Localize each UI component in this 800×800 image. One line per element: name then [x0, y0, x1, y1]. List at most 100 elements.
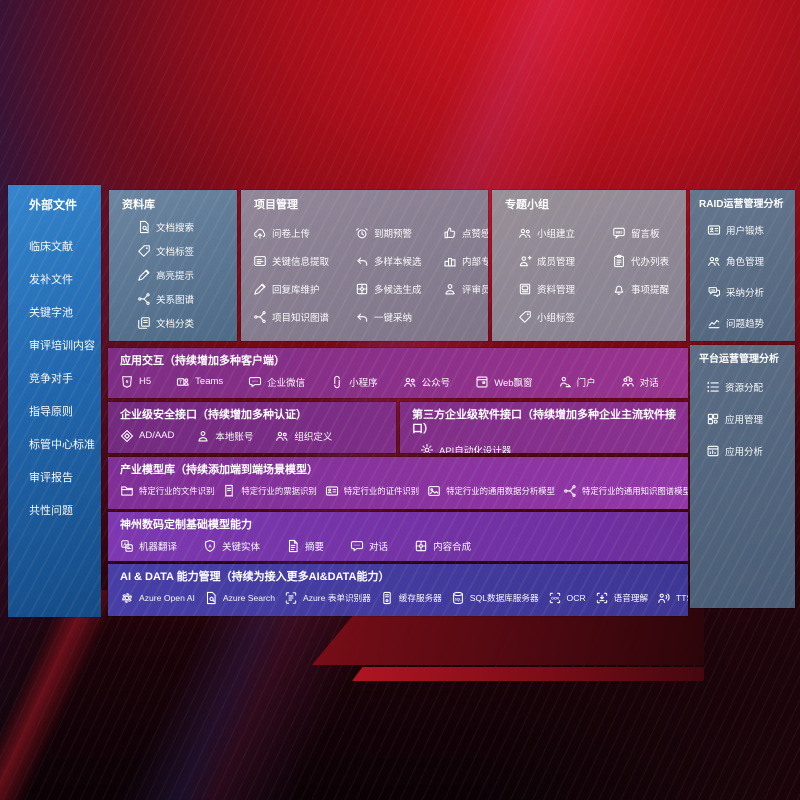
band-ai-data-management: AI & DATA 能力管理（持续为接入更多AI&DATA能力） Azure O…	[108, 564, 688, 616]
library-item-label: 文档搜索	[156, 222, 195, 234]
platform-item-label: 资源分配	[725, 382, 764, 394]
raid-item: QA 采纳分析	[707, 284, 795, 300]
ai-data-item-label: 缓存服务器	[398, 592, 442, 603]
interaction-item-label: 小程序	[349, 377, 378, 389]
platform-item: 应用分析	[706, 443, 795, 459]
raid-item: 用户锻炼	[707, 222, 795, 238]
pencil-icon	[253, 282, 267, 296]
group-item: BBS 留言板	[612, 225, 686, 241]
sidebar-item: 审评培训内容	[8, 334, 101, 355]
panel-title-topic-groups: 专题小组	[505, 199, 549, 211]
sidebar-item-label: 共性问题	[29, 504, 73, 517]
svg-text:SQL: SQL	[455, 597, 462, 601]
group-item: 资料管理	[518, 281, 612, 297]
sidebar-item-label: 关键字池	[29, 306, 73, 319]
project-item: 到期预警	[355, 225, 439, 241]
project-item: 多样本候选	[355, 253, 439, 269]
interaction-item-label: Teams	[195, 376, 224, 388]
industry-item: 特定行业的通用知识图谱模型	[563, 483, 688, 499]
group-item-label: 小组标签	[537, 312, 576, 324]
doc-search-icon	[204, 591, 218, 605]
ai-data-item: Azure Open AI	[120, 590, 195, 606]
svg-text:BBS: BBS	[616, 230, 623, 234]
window-chart-icon	[706, 444, 720, 458]
industry-item: 特定行业的证件识别	[325, 483, 419, 499]
group-item-label: 事项提醒	[631, 284, 670, 296]
panel-library: 资料库 文档搜索 文档标签 高亮提示 关系图谱 文档分类	[109, 190, 237, 341]
tag-icon	[137, 244, 151, 258]
diamond-icon	[120, 429, 134, 443]
chat-bubble-icon	[248, 375, 262, 389]
ai-data-item-label: SQL数据库服务器	[469, 592, 539, 603]
doc-copy-icon	[137, 316, 151, 330]
base-model-item: 摘要	[286, 538, 324, 554]
sidebar-item-label: 审评报告	[29, 471, 73, 484]
speech-brackets-icon	[595, 591, 609, 605]
band-title-app-interaction: 应用交互（持续增加多种客户端）	[120, 355, 285, 367]
thirdparty-item-label: API自动化设计器	[439, 445, 512, 454]
thirdparty-item-list: API自动化设计器	[420, 442, 688, 454]
library-item: 关系图谱	[137, 291, 237, 307]
sidebar-item: 临床文献	[8, 235, 101, 256]
project-item-label: 项目知识图谱	[272, 312, 330, 324]
industry-item: 特定行业的票据识别	[222, 483, 317, 499]
group-item: 事项提醒	[612, 281, 686, 297]
image-icon	[427, 484, 441, 498]
band-title-ai-data-management: AI & DATA 能力管理（持续为接入更多AI&DATA能力）	[120, 571, 390, 583]
svg-text:T: T	[179, 379, 182, 384]
panel-topic-groups: 专题小组 小组建立 BBS 留言板 成员管理 代办列表 资料管理 事项提醒 小组标签	[492, 190, 686, 341]
person-desk-icon	[558, 375, 572, 389]
security-item: 本地账号	[196, 428, 253, 444]
podium-icon	[443, 254, 457, 268]
project-item: 问卷上传	[253, 225, 351, 241]
base-model-item: 内容合成	[414, 538, 471, 554]
person-sound-icon	[657, 591, 671, 605]
sidebar-item: 竞争对手	[8, 367, 101, 388]
industry-item-list: 特定行业的文件识别 特定行业的票据识别 特定行业的证件识别 特定行业的通用数据分析模型…	[120, 483, 688, 499]
project-item: 点赞感谢	[443, 225, 488, 241]
qa-bubbles-icon: QA	[707, 285, 721, 299]
clipboard-icon	[612, 254, 626, 268]
band-app-interaction: 应用交互（持续增加多种客户端） 5 H5 T Teams 企业微信 小程序 公众号 Web飘窗…	[108, 348, 688, 398]
project-item-label: 多样本候选	[374, 256, 422, 268]
interaction-item-label: 企业微信	[267, 377, 306, 389]
sidebar-item-label: 临床文献	[29, 240, 73, 253]
project-item-label: 评审员画像	[462, 284, 488, 296]
library-item-list: 文档搜索 文档标签 高亮提示 关系图谱 文档分类	[137, 219, 237, 331]
panel-project-management: 项目管理 问卷上传 到期预警 点赞感谢关键信息提取 多样本候选 内部专家排名回复库维护 多…	[241, 190, 488, 341]
ai-data-item-label: Azure Open AI	[139, 592, 195, 603]
raid-item: 角色管理	[707, 253, 795, 269]
id-card-icon	[707, 223, 721, 237]
svg-text:OCR: OCR	[551, 596, 559, 600]
person-icon	[443, 282, 457, 296]
mini-program-icon	[330, 375, 344, 389]
panel-title-library: 资料库	[122, 199, 155, 211]
industry-item-label: 特定行业的证件识别	[343, 485, 420, 496]
base-model-item-label: 关键实体	[222, 541, 261, 553]
server-icon	[380, 591, 394, 605]
security-item-label: 本地账号	[215, 431, 254, 443]
ai-data-item: TTS	[657, 590, 688, 606]
panel-title-raid-analysis: RAID运营管理分析	[699, 199, 784, 210]
receipt-icon	[222, 484, 236, 498]
ai-data-item-label: TTS	[676, 592, 688, 603]
sidebar-item-label: 发补文件	[29, 273, 73, 286]
project-item-label: 回复库维护	[272, 284, 320, 296]
panel-title-platform-analysis: 平台运营管理分析	[699, 354, 779, 365]
panel-raid-analysis: RAID运营管理分析 用户锻炼角色管理 QA 采纳分析问题趋势	[690, 190, 795, 341]
band-industry-models: 产业模型库（持续添加端到端场景模型） 特定行业的文件识别 特定行业的票据识别 特定行…	[108, 457, 688, 509]
library-item: 文档标签	[137, 243, 237, 259]
panel-platform-analysis: 平台运营管理分析 资源分配 应用管理 应用分析	[690, 345, 795, 608]
raid-item-label: 问题趋势	[726, 318, 765, 330]
library-item-label: 高亮提示	[156, 270, 195, 282]
project-item-label: 点赞感谢	[462, 228, 488, 240]
ai-data-item-label: 语音理解	[613, 592, 649, 603]
industry-item: 特定行业的文件识别	[120, 483, 214, 499]
desk-shadow-shape	[312, 608, 704, 665]
sidebar-item: 关键字池	[8, 301, 101, 322]
library-item: 文档搜索	[137, 219, 237, 235]
puzzle-icon	[355, 282, 369, 296]
group-item-label: 资料管理	[537, 284, 576, 296]
base-model-item-label: 对话	[369, 541, 389, 553]
